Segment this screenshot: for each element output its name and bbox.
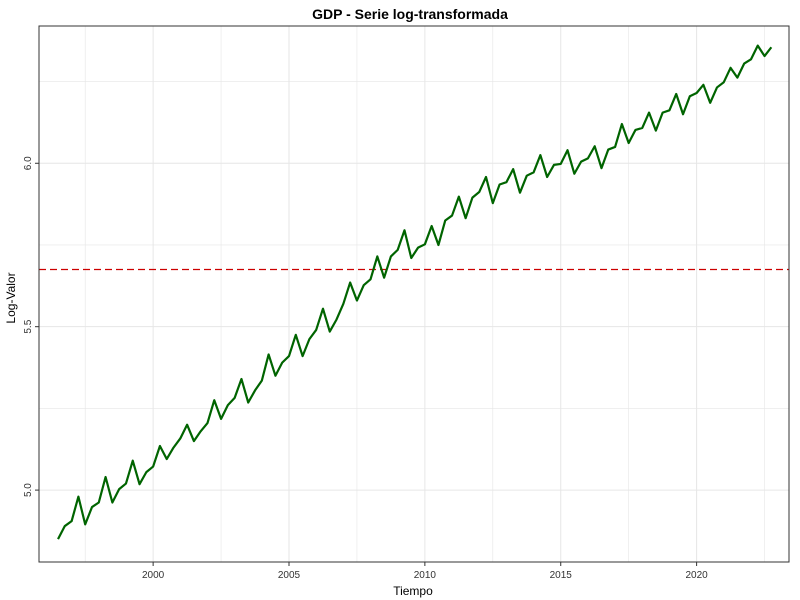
x-tick-label: 2005 bbox=[278, 570, 301, 581]
y-axis-title: Log-Valor bbox=[4, 272, 18, 323]
y-tick-label: 6.0 bbox=[23, 156, 34, 170]
gdp-log-series-line bbox=[57, 44, 773, 540]
chart-title: GDP - Serie log-transformada bbox=[312, 6, 508, 22]
grid-lines bbox=[39, 26, 789, 562]
y-axis: 5.0 5.5 6.0 bbox=[23, 156, 39, 497]
y-tick-label: 5.0 bbox=[23, 483, 34, 497]
plot-border bbox=[38, 25, 790, 563]
x-tick-label: 2015 bbox=[550, 570, 573, 581]
x-tick-label: 2020 bbox=[685, 570, 708, 581]
x-axis: 2000 2005 2010 2015 2020 bbox=[142, 562, 708, 581]
x-axis-title: Tiempo bbox=[393, 584, 433, 598]
x-tick-label: 2010 bbox=[414, 570, 437, 581]
y-tick-label: 5.5 bbox=[23, 319, 34, 333]
x-tick-label: 2000 bbox=[142, 570, 165, 581]
